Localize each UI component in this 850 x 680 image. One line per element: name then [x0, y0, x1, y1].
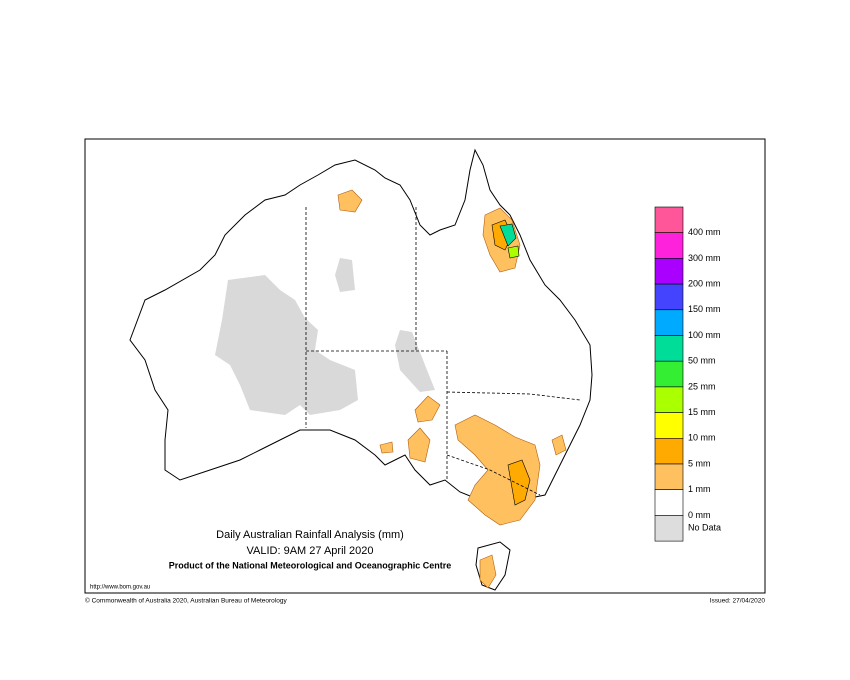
- product-note: Product of the National Meteorological a…: [169, 560, 452, 570]
- rain-patch: [551, 434, 567, 456]
- legend: 400 mm 300 mm 200 mm 150 mm 100 mm 50 mm 25 mm…: [654, 206, 721, 542]
- legend-swatch: [654, 335, 684, 362]
- legend-label: 150 mm: [688, 304, 721, 314]
- australia: [129, 148, 593, 591]
- legend-swatch: [654, 206, 684, 234]
- legend-swatch: [654, 258, 684, 285]
- map-title: Daily Australian Rainfall Analysis (mm): [216, 529, 404, 541]
- valid-time: VALID: 9AM 27 April 2020: [247, 545, 374, 557]
- legend-swatch: [654, 283, 684, 311]
- state-border: [446, 454, 541, 496]
- rain-patch: [414, 395, 441, 423]
- legend-swatch: [654, 489, 684, 516]
- state-border: [446, 391, 581, 401]
- legend-label: 50 mm: [688, 356, 716, 366]
- rain-patch: [479, 554, 497, 589]
- rain-patch: [507, 245, 520, 259]
- legend-label: 300 mm: [688, 253, 721, 263]
- rain-patch: [337, 189, 363, 213]
- rain-patch: [499, 223, 517, 247]
- rain-patch: [507, 459, 531, 506]
- copyright: © Commonwealth of Australia 2020, Austra…: [85, 597, 287, 605]
- legend-swatch: [654, 360, 684, 388]
- legend-label: 15 mm: [688, 407, 716, 417]
- legend-label: 10 mm: [688, 433, 716, 443]
- legend-label: 25 mm: [688, 381, 716, 391]
- legend-label: 400 mm: [688, 227, 721, 237]
- legend-label: 100 mm: [688, 330, 721, 340]
- url: http://www.bom.gov.au: [90, 585, 150, 591]
- legend-label: 200 mm: [688, 278, 721, 288]
- legend-swatch: [654, 412, 684, 439]
- legend-swatch: [654, 309, 684, 336]
- legend-label: 5 mm: [688, 458, 711, 468]
- rain-patch: [379, 441, 394, 454]
- legend-label: 1 mm: [688, 484, 711, 494]
- legend-label: No Data: [688, 523, 721, 533]
- legend-swatch: [654, 515, 684, 542]
- legend-swatch: [654, 463, 684, 491]
- issued-date: Issued: 27/04/2020: [710, 598, 766, 605]
- legend-swatch: [654, 437, 684, 465]
- no-data-area: [395, 330, 435, 392]
- legend-label: 0 mm: [688, 510, 711, 520]
- rain-patch: [407, 427, 431, 463]
- no-data-area: [215, 275, 358, 415]
- legend-swatch: [654, 386, 684, 413]
- legend-swatch: [654, 232, 684, 259]
- no-data-area: [335, 258, 355, 292]
